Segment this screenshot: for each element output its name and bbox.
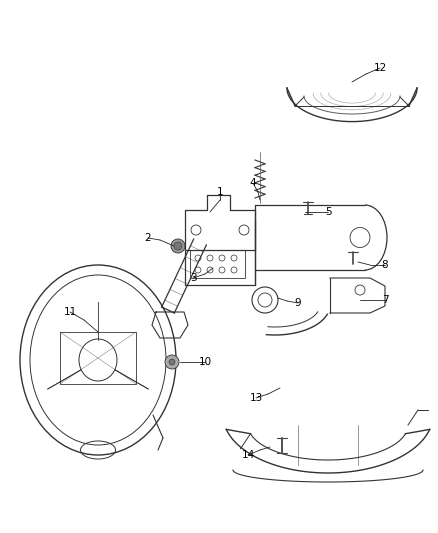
Circle shape [165,355,179,369]
Text: 10: 10 [198,357,212,367]
Text: 1: 1 [217,187,223,197]
Bar [190,250,245,278]
Text: 7: 7 [381,295,389,305]
Text: 14: 14 [241,450,254,460]
Text: 12: 12 [373,63,387,73]
Text: 11: 11 [64,307,77,317]
Circle shape [171,239,185,253]
Circle shape [169,359,175,365]
Circle shape [174,242,182,250]
Text: 2: 2 [145,233,151,243]
Text: 13: 13 [249,393,263,403]
Text: 9: 9 [295,298,301,308]
Text: 5: 5 [325,207,331,217]
Text: 4: 4 [250,178,256,188]
Text: 8: 8 [381,260,389,270]
Text: 3: 3 [190,273,196,283]
